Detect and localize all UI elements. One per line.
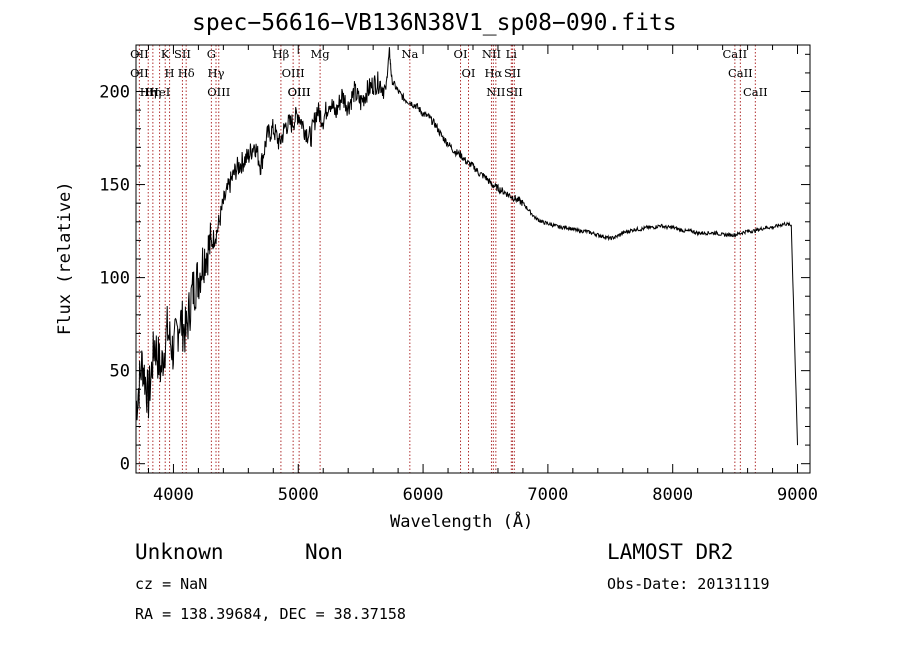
x-tick-label: 8000 [652,485,693,505]
spectral-line-label: Na [401,47,418,61]
spectral-line-label: K [161,47,170,61]
spectral-line-label: OI [454,47,468,61]
x-tick-label: 7000 [527,485,568,505]
y-tick-label: 0 [120,455,130,475]
spectral-line-label: SII [504,66,521,80]
x-tick-label: 5000 [278,485,319,505]
spectral-line-label: G [207,47,216,61]
spectral-line-label: OIII [288,85,311,99]
line-labels: OIIOIIHηHηHeIKHSIIHδGHγOIIIHβOIIIOIIIOII… [130,47,768,99]
y-tick-label: 50 [110,362,130,382]
spectral-line-label: SII [506,85,523,99]
spectral-line-label: CaII [728,66,753,80]
spectral-line-label: OIII [288,85,311,99]
object-class: Unknown [135,540,224,564]
spectral-line-label: OIII [207,85,230,99]
spectral-line-label: Hα [484,66,502,80]
spectral-line-label: Hη [144,85,161,99]
axes: 4000 5000 6000 7000 8000 9000 0 50 100 150 200 [99,45,818,505]
x-tick-label: 9000 [777,485,818,505]
survey-name: LAMOST DR2 [607,540,734,564]
spectral-line-markers [138,45,756,473]
y-tick-label: 200 [99,83,130,103]
object-subclass: Non [305,540,343,564]
spectrum-series-line [135,47,798,446]
redshift-value: cz = NaN [135,575,208,593]
y-tick-label: 100 [99,269,130,289]
spectral-line-label: OIII [282,66,305,80]
chart-title: spec−56616−VB136N38V1_sp08−090.fits [192,10,677,36]
spectral-line-label: OI [462,66,476,80]
spectral-line-label: Hγ [208,66,225,80]
x-tick-label: 6000 [403,485,444,505]
x-axis-label: Wavelength (Å) [390,512,534,532]
spectral-line-label: Mg [311,47,331,61]
coordinates: RA = 138.39684, DEC = 38.37158 [135,605,406,623]
y-axis-label: Flux (relative) [55,181,75,335]
spectral-line-label: OII [130,66,149,80]
spectral-line-label: OII [130,47,149,61]
spectral-line-label: H [165,66,175,80]
spectral-line-label: NII [482,47,501,61]
spectral-line-label: HeI [149,85,170,99]
spectral-line-label: CaII [743,85,768,99]
observation-date: Obs-Date: 20131119 [607,575,770,593]
spectral-line-label: Li [506,47,518,61]
spectral-line-label: Hδ [178,66,195,80]
spectral-line-label: Hβ [273,47,290,61]
x-tick-label: 4000 [153,485,194,505]
spectral-line-label: CaII [722,47,747,61]
spectral-line-label: NII [486,85,505,99]
spectral-line-label: SII [174,47,191,61]
plot-frame [135,44,811,474]
spectral-line-label: Hη [140,85,157,99]
y-tick-label: 150 [99,176,130,196]
